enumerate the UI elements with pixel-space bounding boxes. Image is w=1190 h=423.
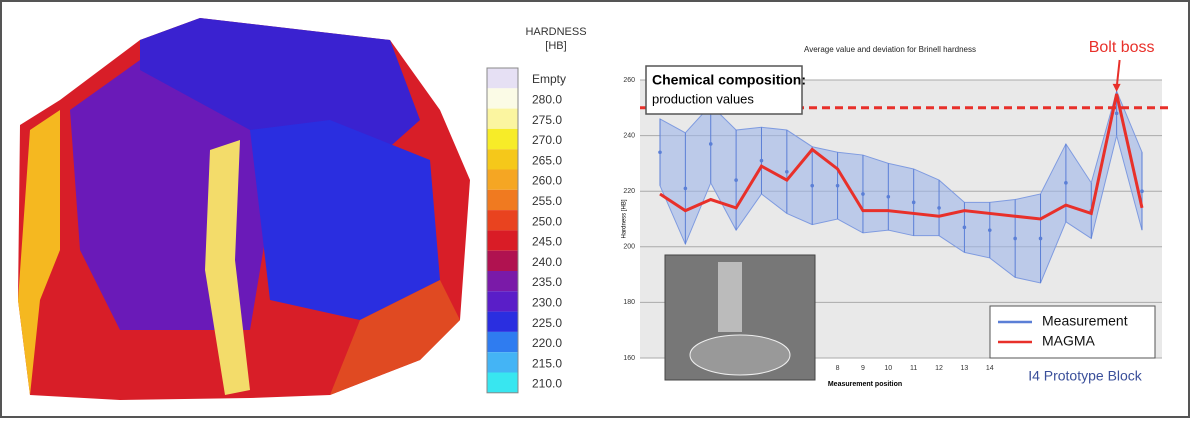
scale-swatch <box>487 128 518 150</box>
scale-label: 250.0 <box>532 214 562 228</box>
scale-label: 220.0 <box>532 336 562 350</box>
inset-part <box>689 334 791 376</box>
mean-point <box>734 178 738 182</box>
mean-point <box>886 194 891 199</box>
scale-label: 265.0 <box>532 153 562 167</box>
y-tick-label: 260 <box>623 77 635 84</box>
y-tick-label: 160 <box>623 355 635 362</box>
x-tick-label: 10 <box>884 365 892 372</box>
mean-point <box>708 142 713 146</box>
y-axis-label: Hardness [HB] <box>622 199 628 238</box>
legend-label: MAGMA <box>1042 333 1096 349</box>
x-tick-label: 14 <box>986 365 994 372</box>
casting-render <box>18 18 470 400</box>
mean-point <box>861 192 865 196</box>
scale-label: 225.0 <box>532 316 562 330</box>
scale-label: 215.0 <box>532 356 562 370</box>
y-tick-label: 200 <box>623 244 635 251</box>
scale-label: 210.0 <box>532 377 562 391</box>
x-tick-label: 9 <box>861 365 865 372</box>
y-tick-label: 220 <box>623 188 635 195</box>
scale-swatch <box>487 88 518 109</box>
x-axis-label: Measurement position <box>828 381 902 388</box>
annotation: I4 Prototype Block <box>1028 368 1143 384</box>
mean-point <box>759 158 764 163</box>
inset-part <box>718 262 742 332</box>
scale-swatch <box>487 271 518 292</box>
scale-label: 235.0 <box>532 275 562 289</box>
annotation-arrow <box>1115 59 1121 89</box>
mean-point <box>962 225 967 230</box>
scale-label: 260.0 <box>532 174 562 188</box>
scale-swatch <box>487 189 518 211</box>
scale-label: Empty <box>532 72 566 86</box>
scale-label: 245.0 <box>532 235 562 249</box>
scale-swatch <box>487 210 518 231</box>
scale-title: HARDNESS <box>525 26 586 38</box>
mean-point <box>658 150 662 155</box>
legend-label: Measurement <box>1042 313 1128 329</box>
scale-swatch <box>487 169 518 190</box>
scale-swatch <box>487 108 518 129</box>
chart-title: Average value and deviation for Brinell … <box>804 45 976 54</box>
scale-border <box>486 67 519 394</box>
x-tick-label: 11 <box>910 365 917 372</box>
mean-point <box>1064 181 1068 185</box>
scale-swatch <box>487 372 518 393</box>
mean-point <box>785 169 789 174</box>
scale-swatch <box>487 331 518 353</box>
scale-label: 240.0 <box>532 255 562 269</box>
scale-swatch <box>487 230 518 251</box>
x-tick-label: 13 <box>961 365 969 372</box>
mean-point <box>1013 236 1017 241</box>
annotation: production values <box>652 91 754 106</box>
scale-swatch <box>487 311 518 332</box>
annotation-box <box>645 65 803 115</box>
mean-point <box>987 228 992 232</box>
scale-label: 270.0 <box>532 133 562 147</box>
scale-label: 255.0 <box>532 194 562 208</box>
mean-point <box>835 183 840 188</box>
magma-line <box>659 93 1144 221</box>
mean-point <box>1114 111 1119 116</box>
mean-point <box>911 200 916 205</box>
x-tick-label: 8 <box>836 365 840 372</box>
scale-label: 280.0 <box>532 92 562 106</box>
scale-swatch <box>487 291 518 312</box>
scale-swatch <box>487 352 518 373</box>
scale-label: 230.0 <box>532 295 562 309</box>
scale-swatch <box>487 68 518 89</box>
y-tick-label: 240 <box>623 132 635 139</box>
scale-unit: [HB] <box>545 40 566 52</box>
scale-label: 275.0 <box>532 113 562 127</box>
scale-swatch <box>487 149 518 170</box>
arrow-head <box>1112 83 1121 92</box>
mean-point <box>810 183 815 188</box>
annotation: Bolt boss <box>1089 39 1155 56</box>
mean-point <box>1038 236 1043 241</box>
scale-swatch <box>487 250 518 271</box>
x-tick-label: 12 <box>935 365 943 372</box>
mean-point <box>683 186 688 191</box>
legend-box <box>989 305 1156 359</box>
mean-point <box>1140 189 1144 193</box>
mean-point <box>937 206 941 210</box>
annotation: Chemical composition: <box>652 72 806 88</box>
y-tick-label: 180 <box>623 299 635 306</box>
